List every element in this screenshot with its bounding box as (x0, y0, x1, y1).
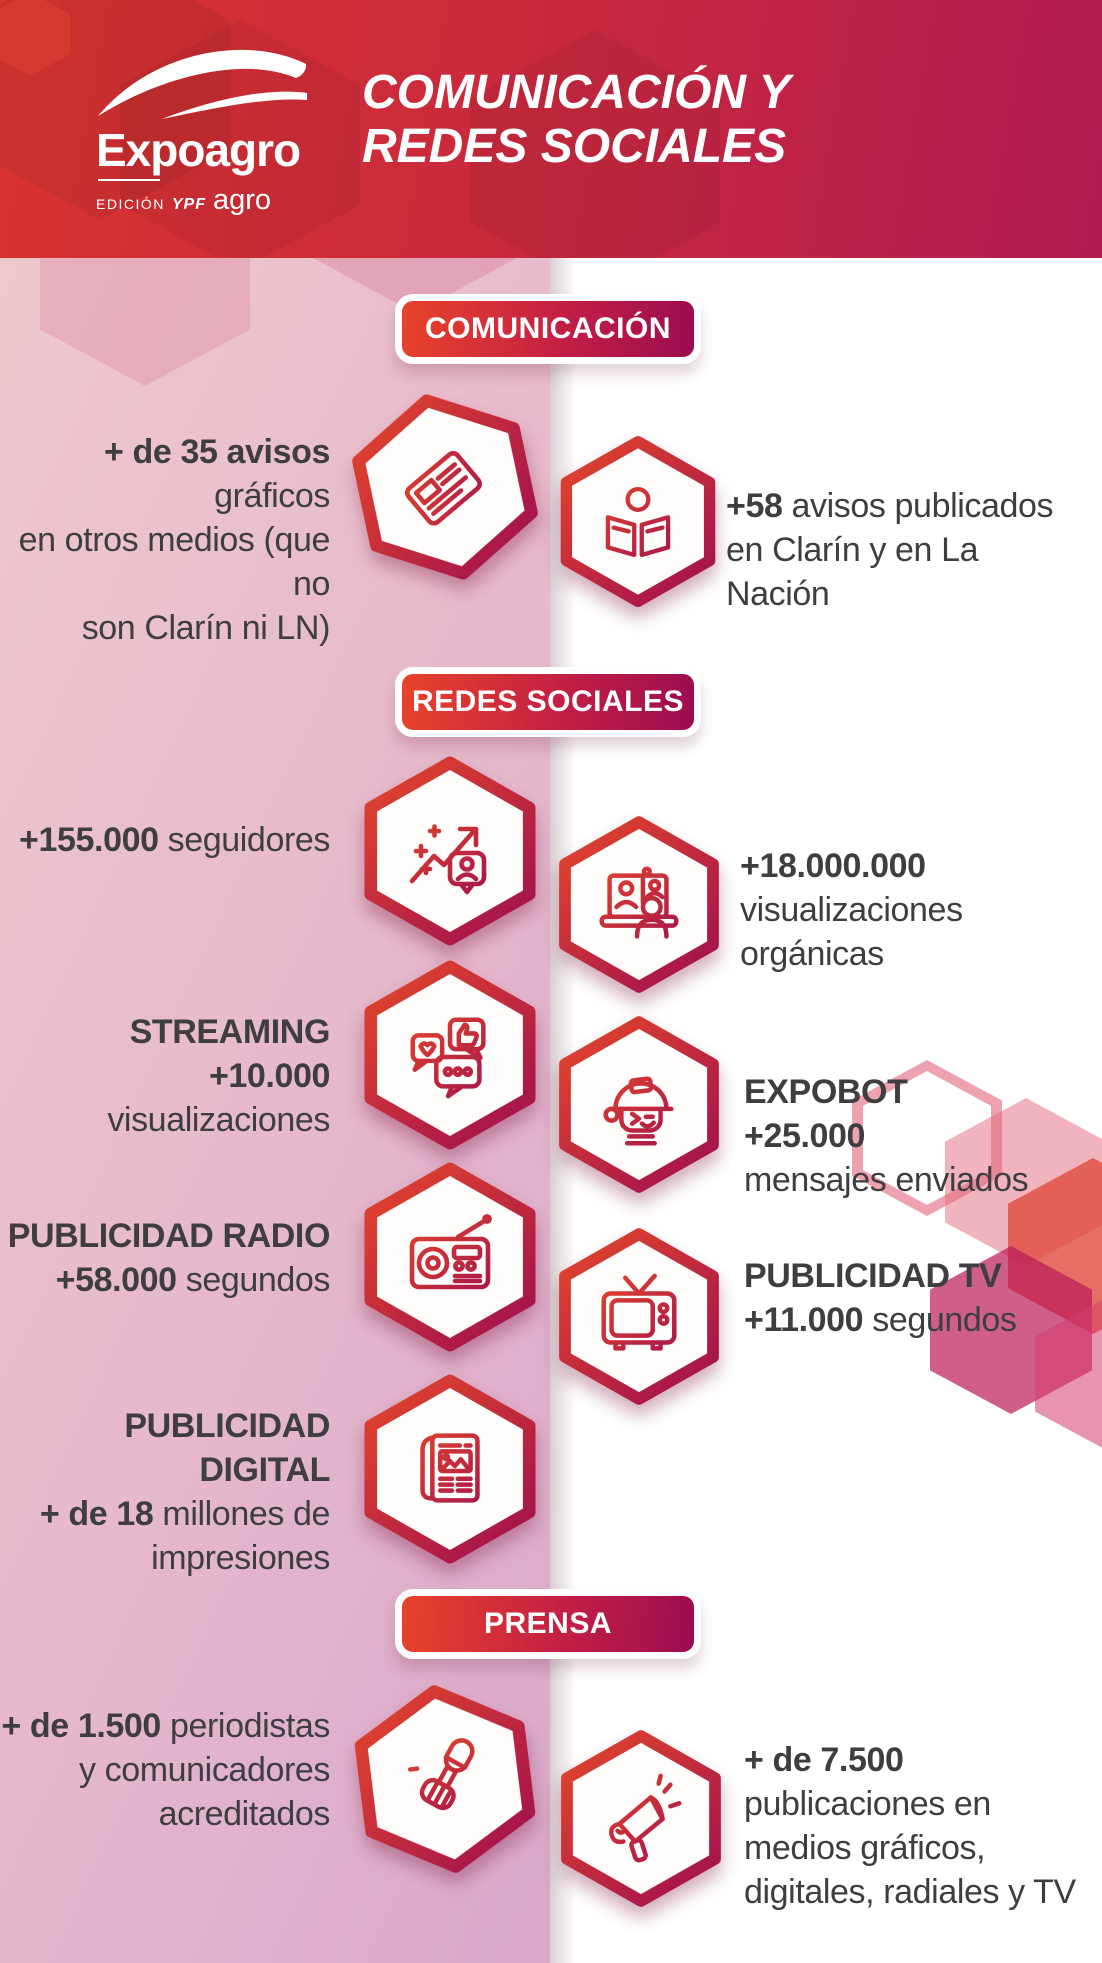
stat-line: +155.000 seguidores (19, 821, 330, 859)
stat-streaming: STREAMING +10.000 visualizaciones (0, 1010, 330, 1142)
stat-expobot: EXPOBOT +25.000 mensajes enviados (744, 1070, 1102, 1202)
stat-line: +11.000 segundos (744, 1301, 1017, 1339)
hexagon-digital-news (355, 1370, 545, 1568)
deco-hexagon (40, 258, 250, 386)
edition-label: EDICIÓN (96, 196, 165, 212)
robot-icon (603, 1075, 674, 1145)
digital-news-icon (420, 1433, 480, 1503)
page-title: COMUNICACIÓN Y REDES SOCIALES (362, 66, 790, 174)
tv-icon (601, 1273, 677, 1351)
hexagon-followers (355, 752, 545, 950)
stat-periodistas: + de 1.500 periodistas y comunicadores a… (0, 1704, 330, 1836)
stat-line: PUBLICIDAD DIGITAL (124, 1407, 330, 1489)
hexagon-newspaper (331, 370, 558, 603)
stat-line: + de 7.500 (744, 1741, 904, 1779)
stat-line: STREAMING (129, 1013, 331, 1051)
stat-line: medios gráficos, (744, 1829, 986, 1867)
stat-line: son Clarín ni LN) (81, 609, 331, 647)
stat-publicaciones: + de 7.500 publicaciones en medios gráfi… (744, 1738, 1102, 1914)
stat-line: +10.000 visualizaciones (107, 1057, 330, 1139)
radio-icon (409, 1214, 492, 1290)
stat-seguidores: +155.000 seguidores (0, 818, 330, 862)
agro-logo: agro (212, 184, 272, 216)
stat-line: en Clarín y en La Nación (726, 531, 979, 613)
stat-line: acreditados (158, 1795, 331, 1833)
expoagro-swoosh-icon (98, 49, 307, 119)
reader-icon (605, 486, 671, 557)
stat-line: EXPOBOT (744, 1073, 908, 1111)
stat-avisos-clarin: +58 avisos publicados en Clarín y en La … (726, 484, 1086, 616)
stat-line: y comunicadores (78, 1751, 330, 1789)
section-badge-prensa: PRENSA (395, 1589, 701, 1659)
stat-line: en otros medios (que no (18, 521, 331, 603)
stat-line: +18.000.000 (740, 847, 926, 885)
badge-label: COMUNICACIÓN (425, 312, 671, 345)
page-title-line2: REDES SOCIALES (362, 120, 787, 173)
stat-avisos-graficos: + de 35 avisos gráficos en otros medios … (0, 430, 331, 650)
logo-edition-row: EDICIÓN YPF agro (96, 184, 316, 217)
stat-line: publicaciones en (744, 1785, 991, 1823)
page-title-line1: COMUNICACIÓN Y (362, 66, 791, 119)
megaphone-icon (609, 1773, 682, 1862)
stat-line: impresiones (151, 1539, 330, 1577)
stat-publicidad-radio: PUBLICIDAD RADIO +58.000 segundos (0, 1214, 331, 1302)
hexagon-megaphone (552, 1726, 730, 1911)
chat-reactions-icon (410, 1017, 486, 1099)
section-badge-redes-sociales: REDES SOCIALES (395, 667, 701, 737)
hexagon-robot (550, 1012, 728, 1197)
hexagon-press-mic (339, 1669, 552, 1889)
newspaper-icon (404, 451, 482, 526)
hexagon-reader (552, 432, 724, 611)
hexagon-radio (355, 1158, 545, 1356)
badge-label: REDES SOCIALES (411, 685, 685, 718)
stat-line: mensajes enviados (744, 1161, 1029, 1199)
stat-line: + de 1.500 periodistas (1, 1707, 330, 1745)
stat-line: digitales, radiales y TV (744, 1873, 1076, 1911)
logo-brand-text: Expoagro (96, 124, 301, 176)
stat-line: + de 18 millones de (39, 1495, 330, 1533)
stat-line: + de 35 avisos gráficos (104, 433, 330, 515)
stat-line: PUBLICIDAD TV (744, 1257, 1002, 1295)
press-microphone-icon (408, 1738, 475, 1811)
ypf-logo: YPF (171, 196, 206, 213)
hexagon-chat (355, 956, 545, 1154)
stat-line: +25.000 (744, 1117, 866, 1155)
stat-publicidad-tv: PUBLICIDAD TV +11.000 segundos (744, 1254, 1102, 1342)
followers-growth-icon (409, 824, 487, 895)
header-banner: Expoagro EDICIÓN YPF agro COMUNICACIÓN Y… (0, 0, 1102, 258)
video-call-icon (599, 865, 679, 939)
hexagon-video-call (550, 812, 728, 997)
stat-publicidad-digital: PUBLICIDAD DIGITAL + de 18 millones de i… (0, 1404, 330, 1580)
stat-visualizaciones-organicas: +18.000.000 visualizaciones orgánicas (740, 844, 1100, 976)
logo-rule (98, 179, 160, 181)
stat-line: visualizaciones orgánicas (740, 891, 963, 973)
hexagon-tv (550, 1224, 728, 1409)
expoagro-logo: Expoagro EDICIÓN YPF agro (96, 36, 316, 217)
stat-line: +58.000 segundos (55, 1261, 331, 1299)
stat-line: PUBLICIDAD RADIO (7, 1217, 331, 1255)
section-badge-comunicacion: COMUNICACIÓN (395, 294, 701, 364)
stat-line: +58 avisos publicados (726, 487, 1054, 525)
badge-label: PRENSA (483, 1607, 613, 1640)
